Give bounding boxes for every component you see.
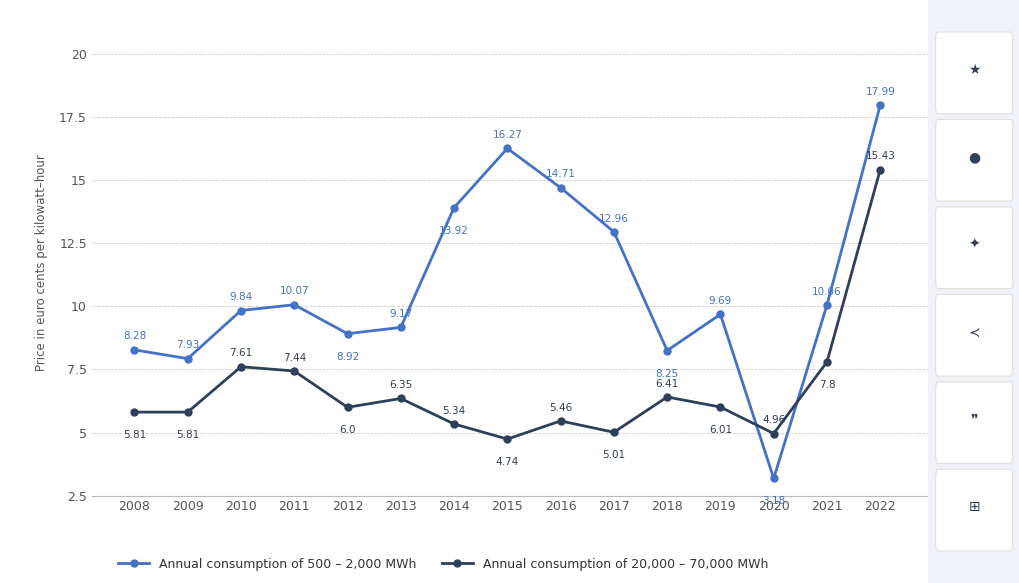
Text: 17.99: 17.99 xyxy=(864,87,895,97)
Text: 5.81: 5.81 xyxy=(122,430,146,440)
Annual consumption of 20,000 – 70,000 MWh xyxy=(767,430,780,437)
Text: 5.46: 5.46 xyxy=(548,403,572,413)
Line: Annual consumption of 20,000 – 70,000 MWh: Annual consumption of 20,000 – 70,000 MW… xyxy=(130,166,882,442)
Text: 5.01: 5.01 xyxy=(602,450,625,461)
Text: 7.61: 7.61 xyxy=(229,349,253,359)
Annual consumption of 500 – 2,000 MWh xyxy=(500,145,513,152)
Annual consumption of 500 – 2,000 MWh xyxy=(394,324,407,331)
Text: 6.35: 6.35 xyxy=(389,380,412,390)
Text: ●: ● xyxy=(967,150,979,164)
Text: 5.81: 5.81 xyxy=(176,430,199,440)
Text: 9.17: 9.17 xyxy=(389,309,412,319)
Annual consumption of 20,000 – 70,000 MWh xyxy=(660,394,673,401)
Text: ★: ★ xyxy=(967,63,979,77)
Text: 15.43: 15.43 xyxy=(864,151,895,161)
Text: 7.8: 7.8 xyxy=(818,380,835,390)
Text: 3.18: 3.18 xyxy=(761,497,785,507)
Annual consumption of 500 – 2,000 MWh xyxy=(234,307,247,314)
Annual consumption of 500 – 2,000 MWh xyxy=(341,330,354,337)
Annual consumption of 20,000 – 70,000 MWh xyxy=(234,363,247,370)
Annual consumption of 500 – 2,000 MWh xyxy=(607,229,620,236)
FancyBboxPatch shape xyxy=(934,469,1012,551)
Text: 6.41: 6.41 xyxy=(655,378,678,389)
Legend: Annual consumption of 500 – 2,000 MWh, Annual consumption of 20,000 – 70,000 MWh: Annual consumption of 500 – 2,000 MWh, A… xyxy=(118,558,767,571)
Text: 4.74: 4.74 xyxy=(495,457,519,467)
Annual consumption of 500 – 2,000 MWh xyxy=(181,355,194,362)
Text: 13.92: 13.92 xyxy=(439,226,469,236)
Annual consumption of 20,000 – 70,000 MWh xyxy=(394,395,407,402)
Annual consumption of 20,000 – 70,000 MWh xyxy=(447,420,460,427)
Text: 9.84: 9.84 xyxy=(229,292,253,302)
FancyBboxPatch shape xyxy=(934,120,1012,201)
FancyBboxPatch shape xyxy=(934,294,1012,376)
Annual consumption of 20,000 – 70,000 MWh xyxy=(554,417,567,424)
Annual consumption of 500 – 2,000 MWh xyxy=(873,101,886,108)
Annual consumption of 20,000 – 70,000 MWh xyxy=(181,409,194,416)
Annual consumption of 500 – 2,000 MWh xyxy=(447,204,460,211)
Text: ❞: ❞ xyxy=(969,413,977,427)
Text: 8.28: 8.28 xyxy=(122,332,146,342)
Y-axis label: Price in euro cents per kilowatt–hour: Price in euro cents per kilowatt–hour xyxy=(35,154,48,371)
Text: 8.25: 8.25 xyxy=(655,368,678,378)
Text: 14.71: 14.71 xyxy=(545,170,575,180)
Annual consumption of 20,000 – 70,000 MWh xyxy=(128,409,141,416)
Text: 5.34: 5.34 xyxy=(442,406,466,416)
Text: ⊞: ⊞ xyxy=(967,500,979,514)
Text: ≺: ≺ xyxy=(967,325,979,339)
Annual consumption of 20,000 – 70,000 MWh xyxy=(873,166,886,173)
Text: ✦: ✦ xyxy=(967,238,979,252)
Text: 8.92: 8.92 xyxy=(335,352,359,362)
Annual consumption of 500 – 2,000 MWh xyxy=(713,311,726,318)
Text: 12.96: 12.96 xyxy=(598,213,628,223)
Text: 10.07: 10.07 xyxy=(279,286,309,296)
Line: Annual consumption of 500 – 2,000 MWh: Annual consumption of 500 – 2,000 MWh xyxy=(130,101,882,482)
FancyBboxPatch shape xyxy=(934,382,1012,463)
Annual consumption of 20,000 – 70,000 MWh xyxy=(713,403,726,410)
Text: 6.01: 6.01 xyxy=(708,425,732,435)
Annual consumption of 500 – 2,000 MWh xyxy=(287,301,300,308)
Annual consumption of 500 – 2,000 MWh xyxy=(767,475,780,482)
Text: 6.0: 6.0 xyxy=(339,426,356,436)
FancyBboxPatch shape xyxy=(934,32,1012,114)
Text: 10.06: 10.06 xyxy=(811,287,841,297)
Text: 9.69: 9.69 xyxy=(708,296,732,306)
FancyBboxPatch shape xyxy=(934,207,1012,289)
Annual consumption of 500 – 2,000 MWh xyxy=(128,346,141,353)
Annual consumption of 20,000 – 70,000 MWh xyxy=(820,359,833,366)
Annual consumption of 20,000 – 70,000 MWh xyxy=(607,429,620,436)
Text: 16.27: 16.27 xyxy=(492,130,522,140)
Annual consumption of 500 – 2,000 MWh xyxy=(820,301,833,308)
Text: 4.96: 4.96 xyxy=(761,415,785,425)
Annual consumption of 500 – 2,000 MWh xyxy=(660,347,673,354)
Annual consumption of 500 – 2,000 MWh xyxy=(554,184,567,191)
Text: 7.44: 7.44 xyxy=(282,353,306,363)
Annual consumption of 20,000 – 70,000 MWh xyxy=(287,367,300,374)
Annual consumption of 20,000 – 70,000 MWh xyxy=(341,404,354,411)
Annual consumption of 20,000 – 70,000 MWh xyxy=(500,436,513,442)
Text: 7.93: 7.93 xyxy=(176,340,199,350)
